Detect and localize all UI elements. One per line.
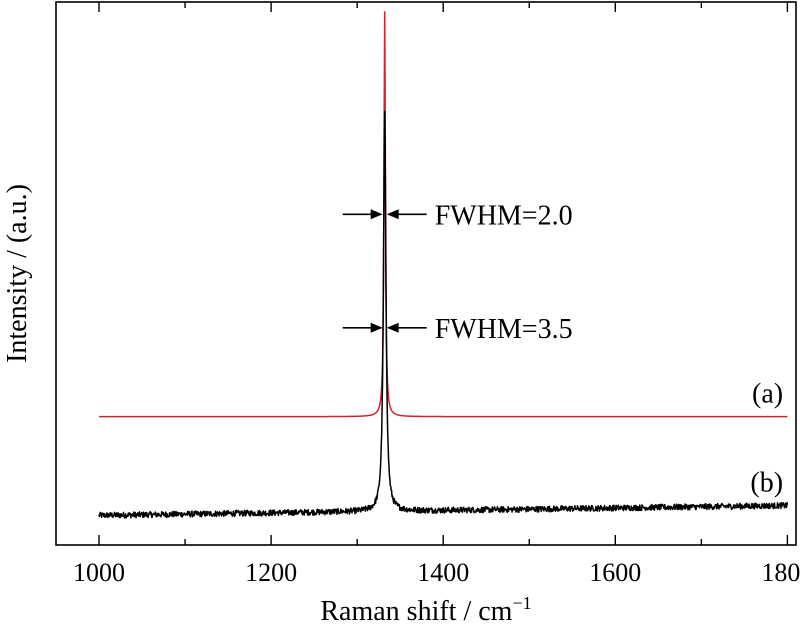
- x-tick-label: 1400: [417, 558, 469, 587]
- arrowhead-left: [386, 322, 399, 333]
- fwhm-label: FWHM=2.0: [435, 200, 573, 231]
- fwhm-label: FWHM=3.5: [435, 314, 573, 345]
- x-tick-label: 1000: [73, 558, 125, 587]
- x-axis-label: Raman shift / cm−1: [320, 593, 531, 627]
- arrowhead-right: [370, 209, 383, 220]
- series-label-a: (a): [752, 379, 783, 410]
- series-label-b: (b): [750, 468, 783, 499]
- arrowhead-left: [386, 209, 399, 220]
- x-tick-label: 1600: [589, 558, 641, 587]
- plot-frame: [55, 1, 797, 546]
- fwhm-annotation-a: FWHM=2.0: [342, 200, 573, 231]
- fwhm-annotation-b: FWHM=3.5: [342, 314, 573, 345]
- x-tick-label: 1200: [245, 558, 297, 587]
- arrowhead-right: [370, 322, 383, 333]
- y-axis-label: Intensity / (a.u.): [2, 184, 33, 363]
- x-axis-label-superscript: −1: [512, 593, 531, 613]
- series-line-b: [98, 110, 789, 519]
- series-line-a: [98, 11, 788, 418]
- x-tick-label: 1800: [761, 558, 800, 587]
